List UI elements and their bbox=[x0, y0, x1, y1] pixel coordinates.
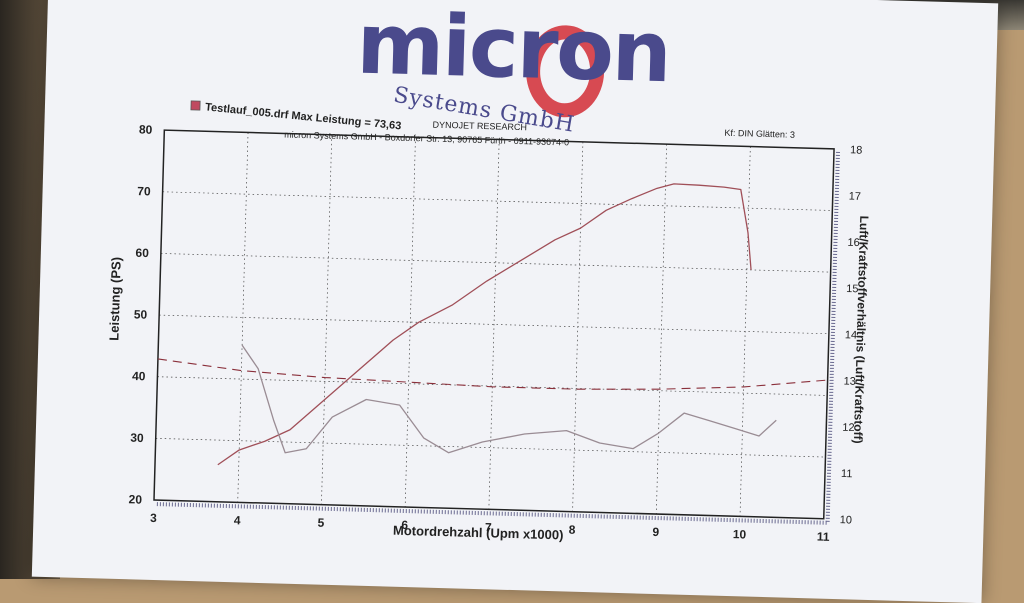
x-tick-label: 3 bbox=[150, 511, 157, 525]
dyno-printout-sheet: micron Systems GmbH DYNOJET RESEARCH mic… bbox=[31, 0, 999, 603]
y-tick-label: 60 bbox=[135, 246, 149, 260]
y-tick-label: 50 bbox=[134, 307, 148, 321]
y2-axis-label: Luft/Kraftstoffverhältnis (Luft/Kraftsto… bbox=[851, 216, 871, 444]
y2-tick-label: 15 bbox=[846, 283, 859, 295]
y-tick-label: 40 bbox=[132, 369, 146, 383]
x-axis-shadow bbox=[156, 502, 827, 525]
chart-series bbox=[157, 183, 828, 466]
x-tick-label: 6 bbox=[401, 518, 408, 532]
y2-tick-label: 10 bbox=[840, 514, 853, 526]
chart-tick-labels: 3 4 5 6 7 8 9 10 11 20 30 40 50 60 70 80 10 11 12 13 14 15 16 1… bbox=[128, 122, 863, 544]
grid-line-x bbox=[404, 137, 416, 508]
y-tick-label: 20 bbox=[128, 492, 142, 506]
x-tick-label: 10 bbox=[733, 527, 747, 541]
power-curve-line bbox=[217, 183, 752, 466]
y-tick-label: 30 bbox=[130, 431, 144, 445]
y-tick-label: 80 bbox=[139, 122, 153, 136]
afr-curve-line bbox=[241, 344, 777, 454]
grid-line-y bbox=[162, 191, 833, 211]
x-axis-label: Motordrehzahl (Upm x1000) bbox=[393, 523, 564, 543]
y2-tick-label: 16 bbox=[847, 237, 860, 249]
chart-axes bbox=[153, 129, 840, 525]
y-axis-label: Leistung (PS) bbox=[106, 257, 123, 341]
x-tick-label: 7 bbox=[485, 520, 492, 534]
grid-line-y bbox=[159, 314, 829, 335]
grid-line-x bbox=[488, 139, 500, 510]
grid-line-y bbox=[160, 253, 831, 273]
x-tick-label: 11 bbox=[817, 530, 830, 544]
x-tick-label: 8 bbox=[569, 523, 576, 537]
y2-tick-label: 11 bbox=[841, 468, 853, 480]
y-tick-label: 70 bbox=[137, 184, 151, 198]
dyno-chart: 3 4 5 6 7 8 9 10 11 20 30 40 50 60 70 80 10 11 12 13 14 15 16 1… bbox=[106, 100, 871, 544]
grid-line-y bbox=[157, 376, 828, 396]
legend-swatch-icon bbox=[190, 100, 201, 111]
grid-line-x bbox=[237, 132, 249, 503]
y2-tick-label: 17 bbox=[849, 191, 862, 203]
chart-axis-labels: Testlauf_005.drf Max Leistung = 73,63 Mo… bbox=[106, 100, 871, 543]
grid-line-y bbox=[155, 438, 826, 458]
x-tick-label: 4 bbox=[234, 513, 241, 527]
grid-line-x bbox=[655, 144, 667, 515]
legend-label: Testlauf_005.drf Max Leistung = 73,63 bbox=[205, 101, 402, 132]
y2-tick-label: 13 bbox=[843, 375, 856, 387]
y2-tick-label: 14 bbox=[845, 329, 858, 341]
y2-tick-label: 12 bbox=[842, 422, 855, 434]
chart-grid bbox=[155, 132, 833, 517]
plot-frame bbox=[153, 129, 835, 520]
y2-tick-label: 18 bbox=[850, 144, 863, 156]
x-tick-label: 9 bbox=[652, 525, 659, 539]
afr-reference-line bbox=[157, 358, 828, 390]
x-tick-label: 5 bbox=[317, 516, 324, 530]
